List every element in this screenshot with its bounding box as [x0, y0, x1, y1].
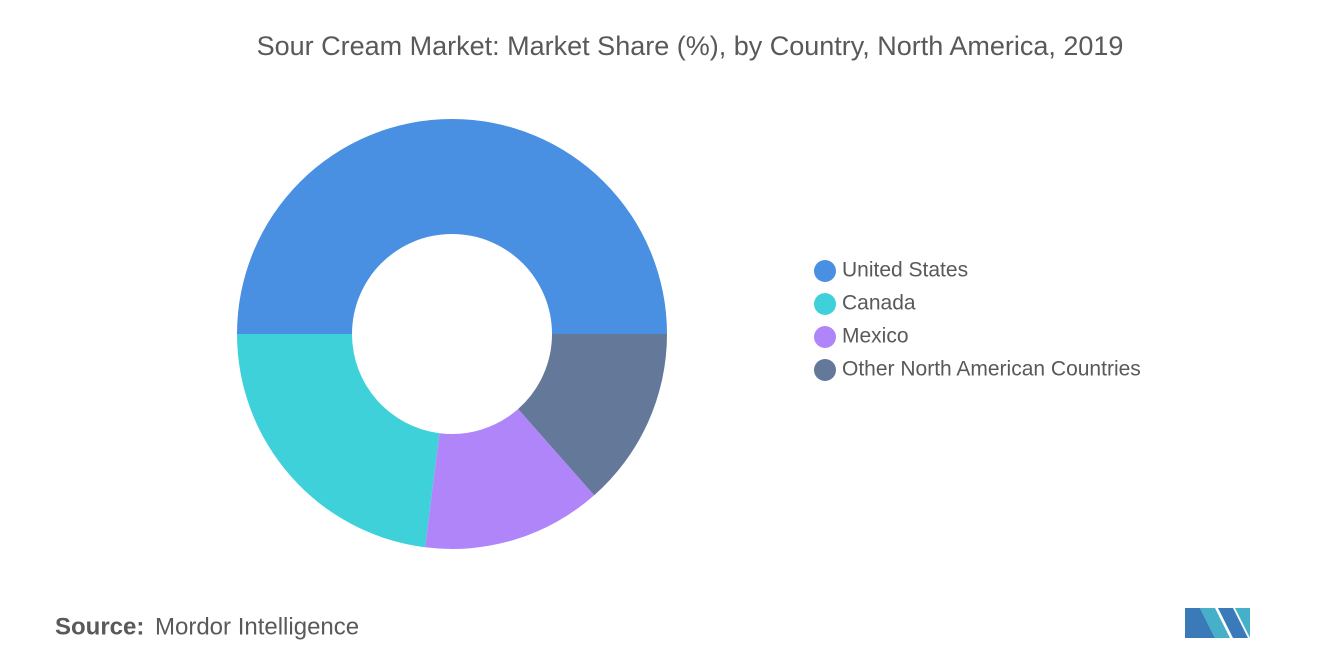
legend-label: United States [842, 259, 968, 282]
source-label: Source: [55, 613, 144, 640]
donut-slice [237, 334, 440, 548]
logo [1185, 608, 1250, 638]
donut-slice [425, 409, 595, 549]
legend-swatch [814, 293, 836, 315]
source-text: Mordor Intelligence [155, 613, 359, 640]
legend-swatch [814, 326, 836, 348]
donut-slice [237, 119, 667, 334]
legend-label: Canada [842, 292, 916, 315]
chart-title: Sour Cream Market: Market Share (%), by … [257, 31, 1124, 61]
legend-label: Other North American Countries [842, 358, 1141, 381]
donut-slice [518, 334, 667, 496]
legend-swatch [814, 359, 836, 381]
legend-swatch [814, 260, 836, 282]
legend-label: Mexico [842, 325, 909, 348]
